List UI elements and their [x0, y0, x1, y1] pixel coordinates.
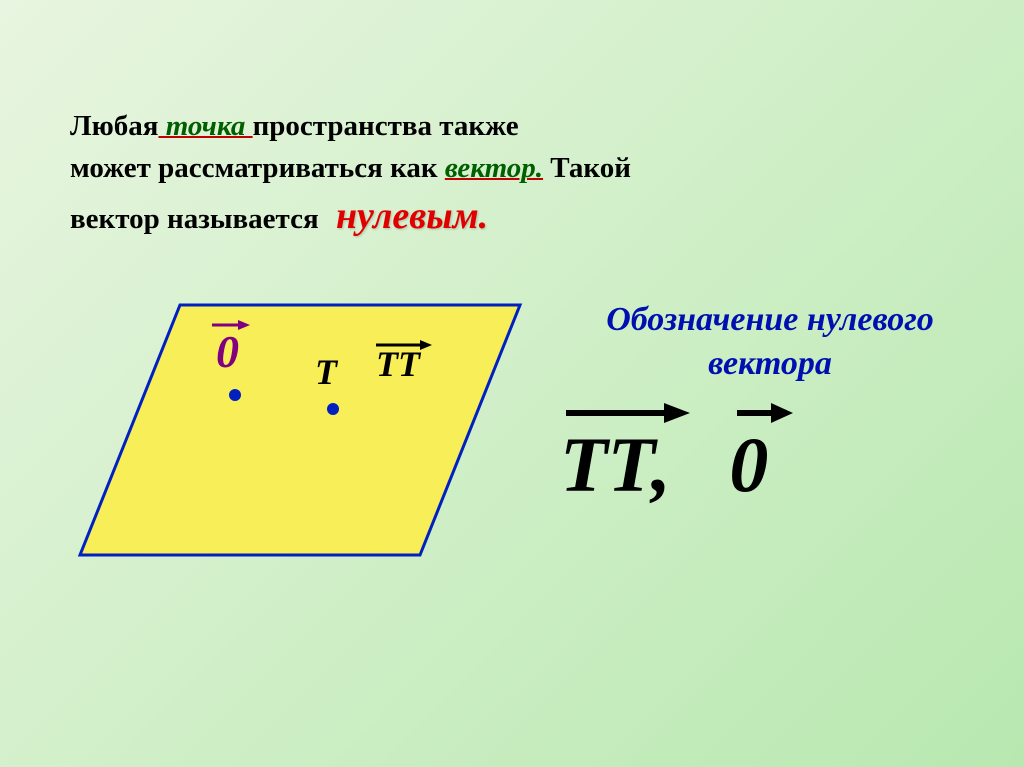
text-part-5: вектор называется	[70, 203, 319, 235]
notation-zero: 0	[729, 420, 768, 510]
plane-polygon	[80, 305, 520, 555]
text-part-2: пространства также	[253, 110, 519, 142]
notation-zero-arrow-icon	[733, 398, 795, 428]
parallelogram-shape	[70, 295, 530, 565]
definition-text: Любая точка пространства также может рас…	[70, 105, 950, 244]
text-part-4: Такой	[543, 152, 631, 184]
notation-heading-line2: вектора	[708, 345, 832, 382]
notation-zero-text: 0	[729, 421, 768, 508]
t-point-label: Т	[315, 351, 337, 393]
t-label-text: Т	[315, 352, 337, 392]
notation-tt-arrow-icon	[562, 398, 692, 428]
zero-label-text: 0	[216, 326, 239, 377]
notation-heading: Обозначение нулевого вектора	[530, 298, 1010, 386]
text-tochka: точка	[158, 110, 252, 142]
text-part-3: может рассматриваться как	[70, 152, 445, 184]
vector-notation: ТТ, 0	[560, 420, 990, 510]
t-point-dot	[327, 403, 339, 415]
tt-vector-plane-label: ТТ	[376, 343, 420, 385]
notation-tt: ТТ,	[560, 420, 671, 510]
zero-vector-label: 0	[216, 325, 239, 378]
text-part-1: Любая	[70, 110, 158, 142]
notation-tt-text: ТТ,	[560, 421, 671, 508]
plane-diagram: 0 Т ТТ	[40, 275, 510, 575]
zero-arrow-icon	[210, 317, 252, 333]
zero-point-dot	[229, 389, 241, 401]
notation-heading-line1: Обозначение нулевого	[606, 301, 934, 338]
text-vektor: вектор.	[445, 152, 543, 184]
text-nulevim: нулевым.	[336, 195, 488, 237]
tt-plane-arrow-icon	[374, 337, 434, 353]
